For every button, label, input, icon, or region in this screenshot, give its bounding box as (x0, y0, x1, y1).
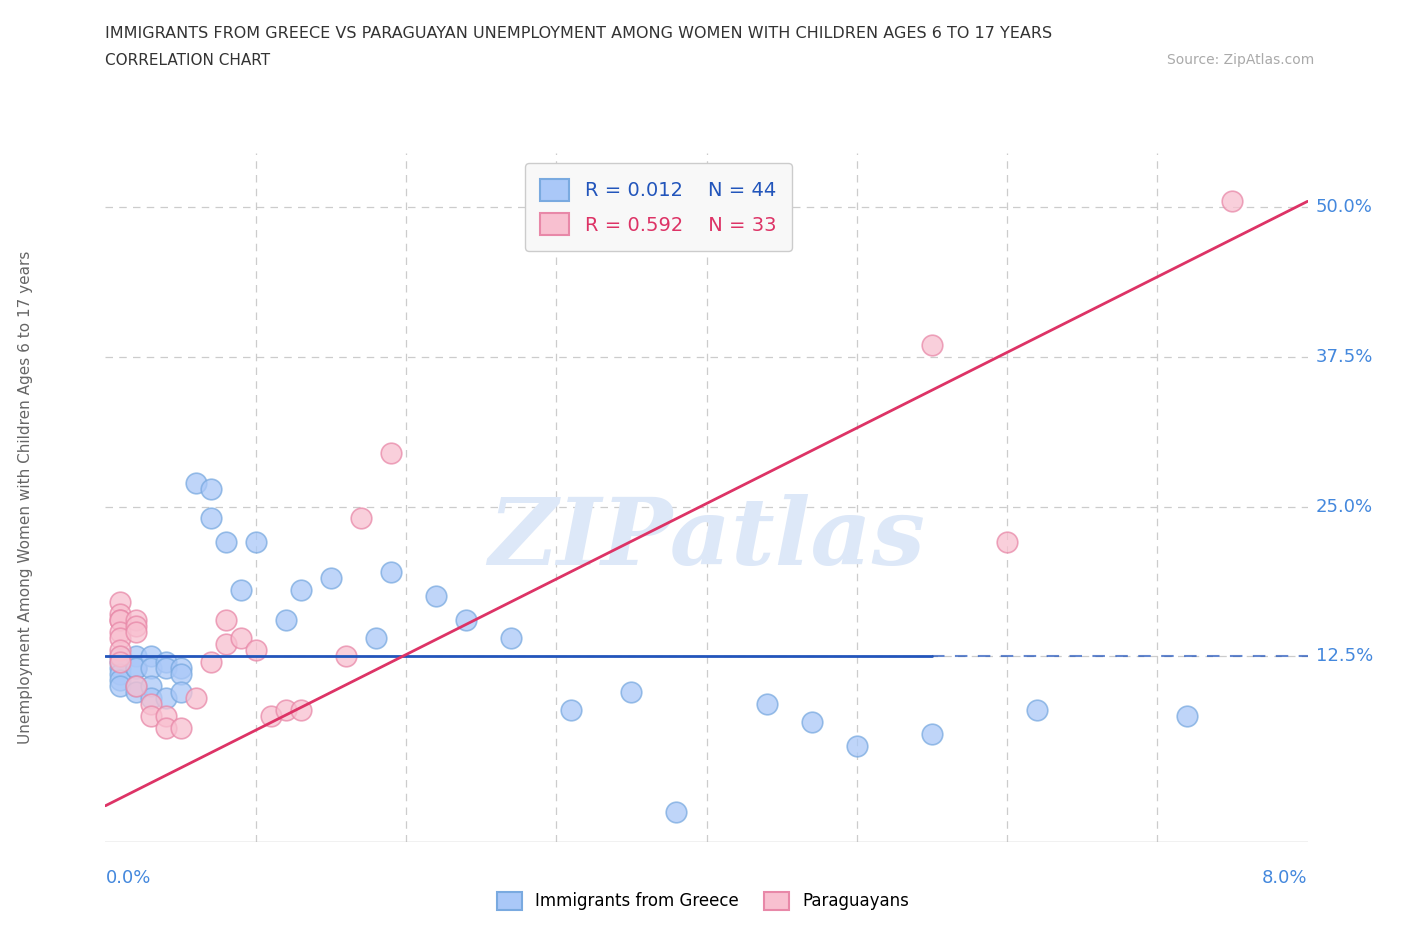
Text: Source: ZipAtlas.com: Source: ZipAtlas.com (1167, 53, 1315, 67)
Text: IMMIGRANTS FROM GREECE VS PARAGUAYAN UNEMPLOYMENT AMONG WOMEN WITH CHILDREN AGES: IMMIGRANTS FROM GREECE VS PARAGUAYAN UNE… (105, 26, 1053, 41)
Point (169, 660, 191, 675)
Point (124, 618, 146, 633)
Point (110, 631, 132, 645)
Point (319, 571, 342, 586)
Point (110, 625, 132, 640)
Point (290, 702, 312, 717)
Point (124, 679, 146, 694)
Point (620, 684, 643, 699)
Point (200, 655, 222, 670)
Point (214, 535, 236, 550)
Point (290, 583, 312, 598)
Point (1026, 702, 1049, 717)
Point (110, 667, 132, 682)
Point (350, 512, 373, 526)
Text: 8.0%: 8.0% (1263, 870, 1308, 887)
Point (380, 445, 402, 460)
Text: 37.5%: 37.5% (1316, 348, 1374, 365)
Legend: Immigrants from Greece, Paraguayans: Immigrants from Greece, Paraguayans (491, 885, 915, 917)
Point (169, 667, 191, 682)
Text: CORRELATION CHART: CORRELATION CHART (105, 53, 270, 68)
Point (755, 697, 778, 711)
Point (274, 702, 297, 717)
Point (110, 655, 132, 670)
Point (200, 481, 222, 496)
Point (380, 565, 402, 579)
Point (155, 655, 177, 670)
Point (229, 583, 252, 598)
Point (124, 613, 146, 628)
Point (995, 535, 1018, 550)
Point (110, 649, 132, 664)
Point (335, 649, 357, 664)
Point (560, 702, 582, 717)
Point (110, 595, 132, 610)
Point (124, 684, 146, 699)
Point (124, 679, 146, 694)
Point (200, 512, 222, 526)
Point (274, 613, 297, 628)
Point (139, 691, 162, 706)
Point (155, 721, 177, 736)
Point (110, 643, 132, 658)
Point (169, 721, 191, 736)
Text: 0.0%: 0.0% (105, 870, 150, 887)
Point (921, 338, 943, 352)
Point (1175, 709, 1198, 724)
Point (110, 660, 132, 675)
Point (124, 660, 146, 675)
Point (214, 637, 236, 652)
Point (245, 643, 267, 658)
Point (124, 660, 146, 675)
Point (665, 804, 688, 819)
Text: 25.0%: 25.0% (1316, 498, 1374, 515)
Point (214, 613, 236, 628)
Point (110, 606, 132, 621)
Text: Unemployment Among Women with Children Ages 6 to 17 years: Unemployment Among Women with Children A… (18, 251, 32, 744)
Point (124, 625, 146, 640)
Point (139, 649, 162, 664)
Point (364, 631, 387, 645)
Point (124, 649, 146, 664)
Point (184, 475, 207, 490)
Point (229, 631, 252, 645)
Point (260, 709, 283, 724)
Legend: R = 0.012    N = 44, R = 0.592    N = 33: R = 0.012 N = 44, R = 0.592 N = 33 (524, 163, 792, 251)
Point (110, 613, 132, 628)
Point (184, 691, 207, 706)
Text: 12.5%: 12.5% (1316, 647, 1374, 665)
Text: 50.0%: 50.0% (1316, 198, 1372, 217)
Point (454, 613, 477, 628)
Point (139, 660, 162, 675)
Point (921, 726, 943, 741)
Point (139, 697, 162, 711)
Point (425, 589, 447, 604)
Point (110, 672, 132, 687)
Text: ZIPatlas: ZIPatlas (488, 494, 925, 584)
Point (501, 631, 523, 645)
Point (845, 738, 868, 753)
Point (110, 649, 132, 664)
Point (245, 535, 267, 550)
Point (1222, 193, 1244, 208)
Point (139, 709, 162, 724)
Point (139, 679, 162, 694)
Point (155, 660, 177, 675)
Point (110, 655, 132, 670)
Point (800, 714, 823, 729)
Point (169, 684, 191, 699)
Point (155, 709, 177, 724)
Point (110, 613, 132, 628)
Point (110, 679, 132, 694)
Point (155, 691, 177, 706)
